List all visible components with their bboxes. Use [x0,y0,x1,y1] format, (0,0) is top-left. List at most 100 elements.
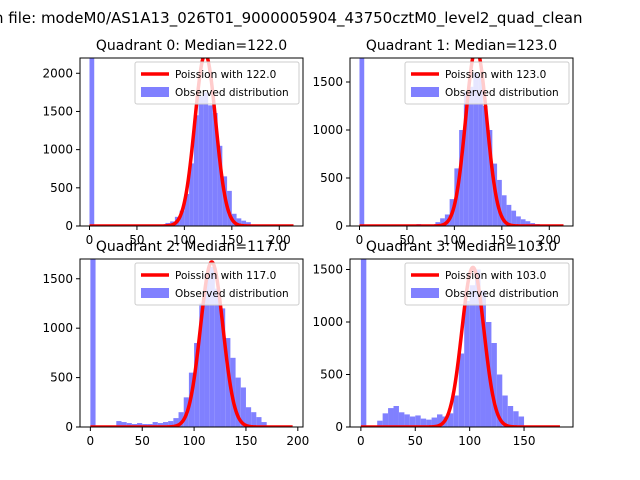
x-tick-label: 0 [357,434,365,448]
histogram-bar [458,353,465,427]
histogram-bar [245,407,252,427]
histogram-bar [209,266,215,427]
histogram-bar [468,86,474,226]
histogram-bar [469,285,476,427]
histogram-bar [478,77,483,226]
histogram-bar [173,418,179,427]
x-tick-label: 50 [129,233,144,247]
histogram-bar [491,343,497,427]
plot-area [358,58,565,226]
y-tick-label: 1000 [312,315,343,329]
histogram-bar [184,193,190,226]
histogram-bar [459,130,464,226]
histogram-bar [168,421,174,427]
histogram-bar [382,413,389,427]
y-tick-label: 500 [320,171,343,185]
histogram-bar [437,414,443,427]
histogram-bar [137,423,143,427]
legend-label-poisson: Poission with 123.0 [445,69,546,81]
histogram-bar [507,406,514,427]
histogram-bar [217,145,223,226]
histogram-bar [116,421,122,427]
histogram-bar [152,422,158,427]
chart-title: Quadrant 3: Median=103.0 [366,239,557,255]
histogram-bar [426,419,432,427]
axes-frame [79,57,304,227]
histogram-bar [193,115,199,226]
y-tick-label: 0 [335,420,343,434]
legend-box [404,61,570,105]
histogram-bar [214,288,221,427]
plot-area [89,259,294,427]
histogram-bar [409,416,416,427]
x-tick-label: 200 [538,233,561,247]
x-tick-label: 0 [356,233,364,247]
legend-box [134,61,300,105]
y-tick-label: 1500 [312,263,343,277]
histogram-bar [194,343,200,427]
figure-suptitle: n file: modeM0/AS1A13_026T01_9000005904_… [0,9,583,28]
histogram-bar [388,408,394,427]
x-tick-label: 150 [235,434,258,448]
axes-frame [349,258,574,428]
histogram-bar [415,415,421,427]
poisson-line [358,58,565,226]
histogram-bar [404,414,410,427]
plot-area [88,58,295,226]
legend-label-poisson: Poission with 117.0 [175,270,276,282]
histogram-bar [241,220,247,226]
x-tick-label: 200 [286,434,309,448]
poisson-line [359,265,562,427]
chart-title: Quadrant 1: Median=123.0 [366,38,557,54]
histogram-bar [398,412,405,427]
histogram-bar [393,406,399,427]
y-tick-label: 500 [50,371,73,385]
y-tick-label: 0 [65,219,73,233]
histogram-bar [121,422,127,427]
chart-panel-1: 0 50 100 150 200 0 500 1000 1500 Quadrant 1: Medi… [312,38,574,247]
histogram-bar [464,301,470,427]
x-tick-label: 50 [408,434,423,448]
y-tick-label: 1500 [42,272,73,286]
legend-bar-swatch [411,288,439,298]
histogram-bar [157,423,163,427]
histogram-bar [506,204,512,226]
chart-legend: Poission with 103.0 Observed distribution [404,262,570,306]
x-tick-label: 0 [86,233,94,247]
x-tick-label: 100 [173,233,196,247]
chart-panel-2: 0 50 100 150 200 0 500 1000 1500 Quadrant 2: Medi… [42,239,309,448]
y-tick-label: 1500 [42,104,73,118]
y-tick-label: 2000 [42,66,73,80]
histogram-bar [360,259,367,427]
histogram-bar [525,221,531,226]
chart-title: Quadrant 2: Median=117.0 [96,239,287,255]
x-tick-label: 0 [87,434,95,448]
y-tick-label: 0 [335,219,343,233]
chart-legend: Poission with 123.0 Observed distribution [404,61,570,105]
x-tick-label: 200 [268,233,291,247]
legend-label-observed: Observed distribution [175,288,289,300]
histogram-bar [89,58,95,226]
histogram-bar [480,290,486,427]
histogram-bar [482,106,488,226]
histogram-bar [236,218,242,226]
legend-label-poisson: Poission with 122.0 [175,69,276,81]
histogram-bar [225,338,231,427]
histogram-bar [126,423,132,427]
histogram-bar [199,303,205,427]
histogram-bar [212,112,218,226]
histogram-bar [497,179,502,226]
histogram-bar [463,91,469,226]
axes-frame [79,258,304,428]
legend-box [404,262,570,306]
histogram-bar [162,422,169,427]
x-tick-label: 50 [399,233,414,247]
histogram-bar [256,417,262,427]
histogram-bar [431,417,438,427]
chart-legend: Poission with 117.0 Observed distribution [134,262,300,306]
y-tick-label: 500 [320,368,343,382]
